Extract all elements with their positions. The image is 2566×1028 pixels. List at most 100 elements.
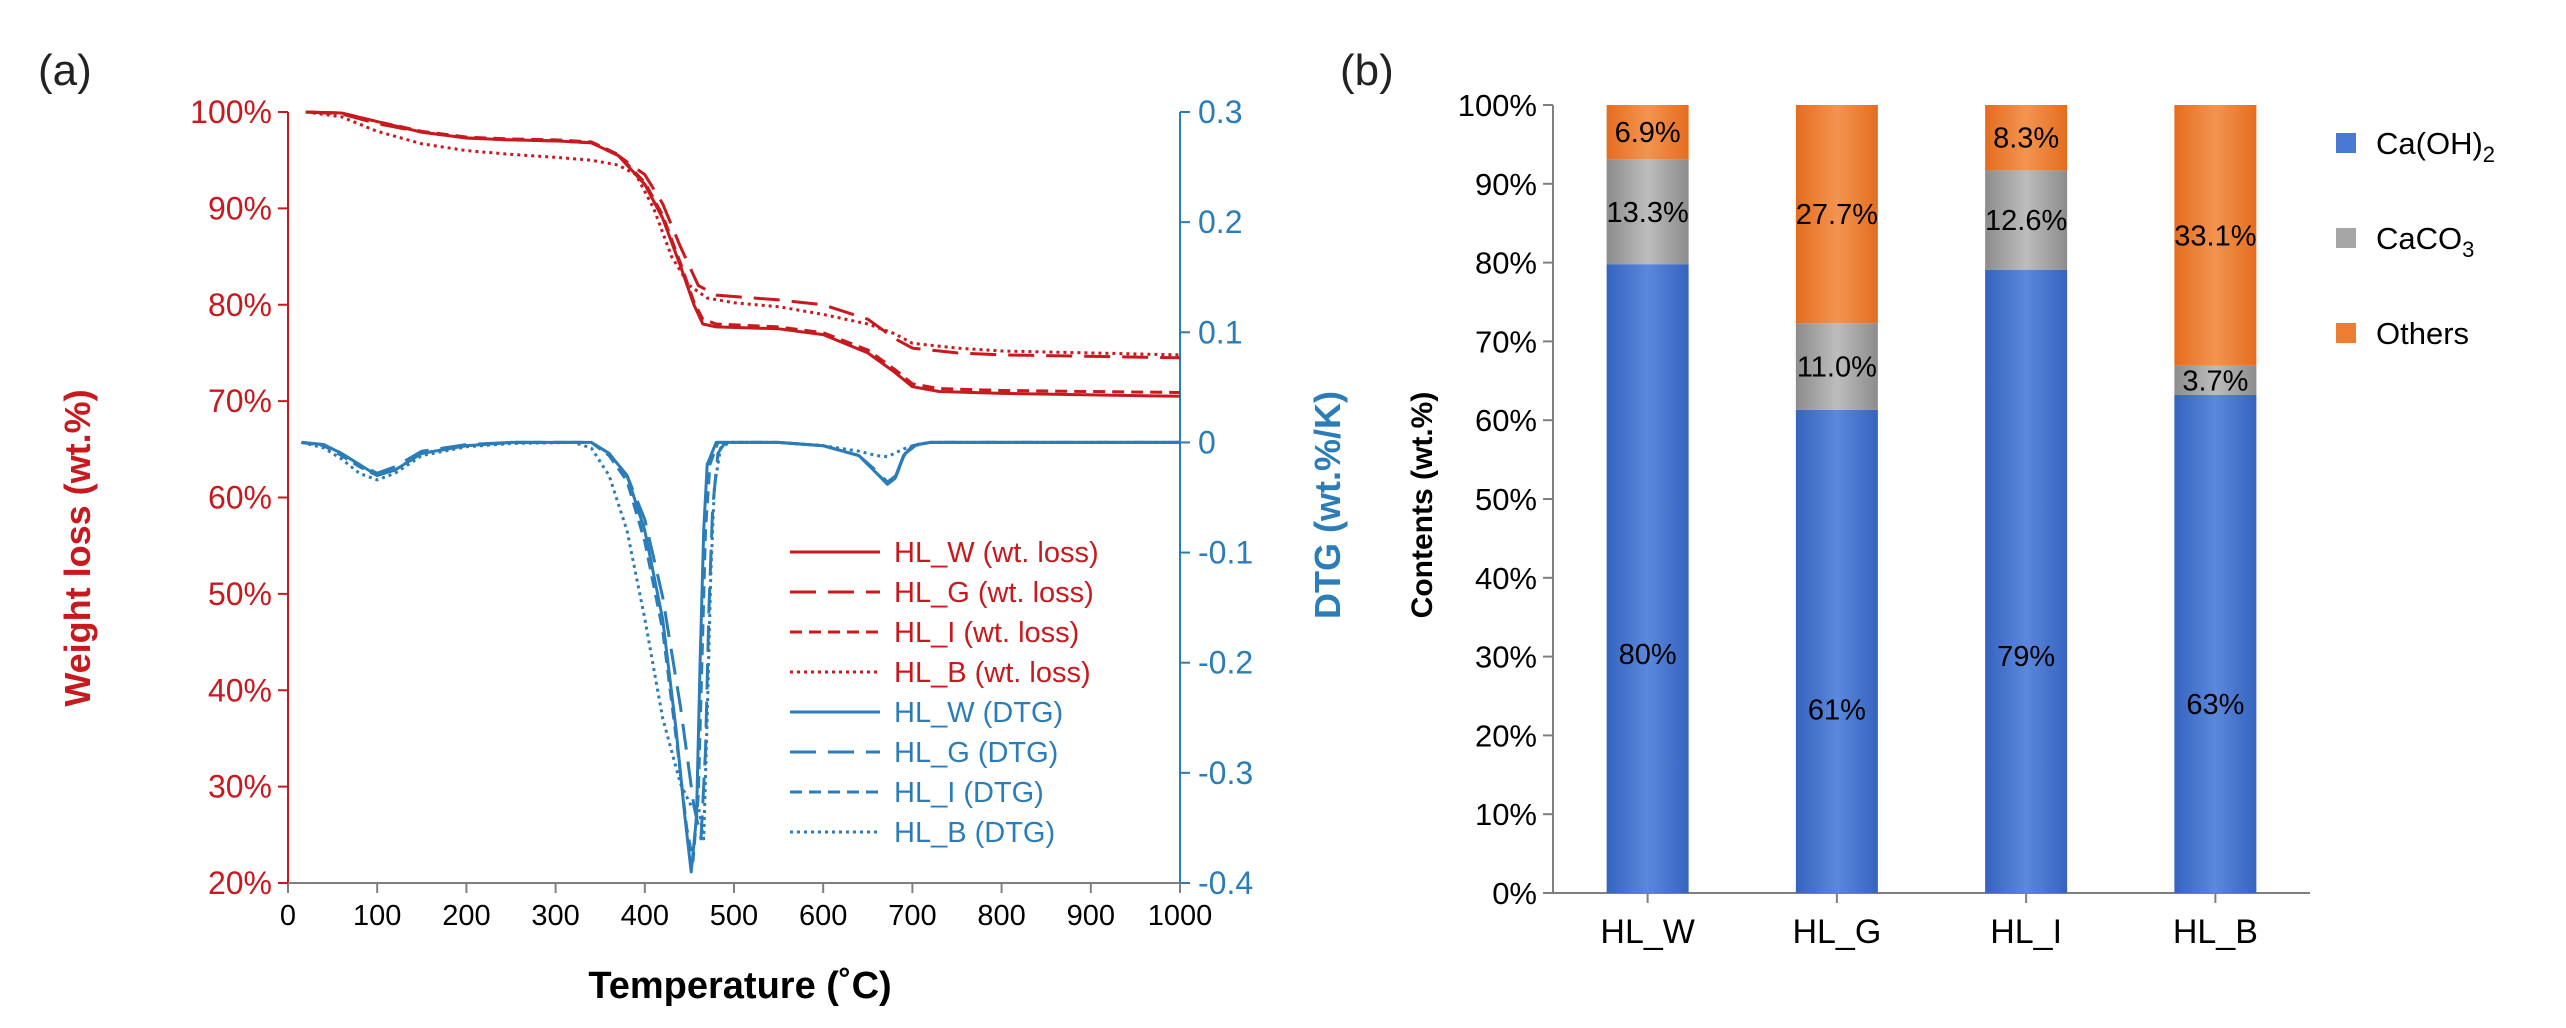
contents-tick-label: 90% (1475, 167, 1537, 202)
legend-label: HL_G (DTG) (894, 737, 1058, 769)
x-tick-label: 900 (1067, 900, 1115, 932)
legend-swatch-others (2336, 323, 2356, 343)
x-tick-label: 400 (621, 900, 669, 932)
bar-hl-g-caoh2 (1795, 409, 1878, 893)
panel-b: (b) 0% 10% 20% 30% 40% 50% 60% 70% 80% 90% 100% HL_… (1340, 46, 2495, 951)
legend-label: HL_W (DTG) (894, 697, 1063, 729)
series-hl-w-dtg (301, 440, 1180, 874)
x-tick-label: 1000 (1148, 900, 1213, 932)
category-label: HL_G (1792, 913, 1881, 951)
bar-hl-w-caoh2 (1606, 264, 1689, 893)
y-left-tick-label: 20% (208, 865, 272, 901)
panel-a-legend: HL_W (wt. loss) HL_G (wt. loss) HL_I (wt. … (790, 537, 1099, 849)
contents-tick-label: 60% (1475, 403, 1537, 438)
bar-data-label: 8.3% (1993, 123, 2059, 155)
legend-label: HL_W (wt. loss) (894, 537, 1099, 569)
category-label: HL_B (2173, 913, 2258, 951)
y-left-axis-title: Weight loss (wt.%) (57, 389, 98, 706)
category-label: HL_I (1990, 913, 2062, 951)
y-right-tick-label: -0.2 (1198, 645, 1253, 681)
bar-hl-i-others (1985, 105, 2068, 171)
series-hl-w-wt-loss (305, 110, 1181, 398)
x-tick-label: 600 (799, 900, 847, 932)
series-hl-b-wt-loss (305, 110, 1181, 357)
contents-tick-label: 100% (1458, 88, 1537, 123)
panel-b-legend: Ca(OH)2 CaCO3 Others (2336, 126, 2495, 351)
x-tick-label: 300 (531, 900, 579, 932)
y-right-tick-label: -0.3 (1198, 755, 1253, 791)
legend-label: HL_G (wt. loss) (894, 577, 1094, 609)
contents-tick-label: 30% (1475, 640, 1537, 675)
bar-data-label: 61% (1808, 694, 1866, 726)
y-left-tick-label: 80% (208, 287, 272, 323)
series-hl-i-dtg (301, 440, 1180, 863)
x-tick-label: 700 (888, 900, 936, 932)
y-left-tick-label: 100% (190, 94, 272, 130)
bar-hl-b-others (2174, 105, 2257, 366)
legend-label-caco3: CaCO3 (2376, 221, 2474, 262)
panel-a-axes: 0 100 200 300 400 500 600 700 800 900 1000 20% 30% 40… (190, 94, 1253, 932)
x-tick-label: 800 (977, 900, 1025, 932)
legend-swatch-caoh2 (2336, 133, 2356, 153)
y-left-tick-label: 40% (208, 672, 272, 708)
legend-label: HL_B (wt. loss) (894, 657, 1091, 689)
panel-a-label: (a) (38, 46, 92, 95)
legend-label-others: Others (2376, 316, 2469, 351)
bar-hl-b-caco3 (2174, 365, 2257, 395)
legend-label: HL_I (wt. loss) (894, 617, 1079, 649)
series-hl-b-dtg (301, 440, 1180, 841)
bar-data-label: 80% (1619, 639, 1677, 671)
y-right-tick-label: -0.4 (1198, 865, 1253, 901)
y-left-tick-label: 30% (208, 769, 272, 805)
bar-data-label: 27.7% (1796, 199, 1878, 231)
contents-tick-label: 70% (1475, 324, 1537, 359)
bar-hl-i-caco3 (1985, 170, 2068, 270)
panel-a-series (301, 110, 1181, 874)
contents-tick-label: 80% (1475, 246, 1537, 281)
category-label: HL_W (1600, 913, 1694, 951)
contents-axis-title: Contents (wt.%) (1406, 392, 1439, 619)
contents-tick-label: 40% (1475, 561, 1537, 596)
panel-b-label: (b) (1340, 46, 1394, 95)
bar-data-label: 79% (1997, 641, 2055, 673)
bar-hl-g-caco3 (1795, 323, 1878, 410)
legend-label-caoh2: Ca(OH)2 (2376, 126, 2495, 167)
bar-hl-w-others (1606, 105, 1689, 160)
bar-data-label: 12.6% (1985, 205, 2067, 237)
bar-data-label: 13.3% (1607, 197, 1689, 229)
bar-hl-b-caoh2 (2174, 394, 2257, 893)
y-right-tick-label: -0.1 (1198, 535, 1253, 571)
y-left-tick-label: 70% (208, 383, 272, 419)
contents-tick-label: 50% (1475, 482, 1537, 517)
x-tick-label: 500 (710, 900, 758, 932)
y-left-tick-label: 90% (208, 190, 272, 226)
x-tick-label: 200 (442, 900, 490, 932)
y-left-tick-label: 50% (208, 576, 272, 612)
bar-data-label: 6.9% (1615, 117, 1681, 149)
panel-b-bars: 80% 13.3% 6.9% 61% 11.0% 27.7% 79% 12.6% 8.3% 63%… (1606, 105, 2257, 893)
bar-data-label: 3.7% (2182, 365, 2248, 397)
y-right-tick-label: 0.3 (1198, 94, 1242, 130)
bar-data-label: 33.1% (2174, 220, 2256, 252)
contents-tick-label: 20% (1475, 718, 1537, 753)
y-right-tick-label: 0 (1198, 424, 1216, 460)
y-left-tick-label: 60% (208, 480, 272, 516)
legend-label: HL_B (DTG) (894, 817, 1055, 849)
bar-hl-g-others (1795, 105, 1878, 324)
legend-swatch-caco3 (2336, 228, 2356, 248)
bar-hl-w-caco3 (1606, 159, 1689, 265)
x-tick-label: 0 (280, 900, 296, 932)
y-right-axis-title: DTG (wt.%/K) (1307, 391, 1348, 619)
panel-b-axes: 0% 10% 20% 30% 40% 50% 60% 70% 80% 90% 100% HL_W HL_… (1458, 88, 2310, 951)
bar-data-label: 63% (2186, 689, 2244, 721)
y-right-tick-label: 0.2 (1198, 204, 1242, 240)
contents-tick-label: 10% (1475, 797, 1537, 832)
x-tick-label: 100 (353, 900, 401, 932)
bar-data-label: 11.0% (1797, 352, 1877, 384)
bar-hl-i-caoh2 (1985, 269, 2068, 893)
y-right-tick-label: 0.1 (1198, 314, 1242, 350)
series-hl-i-wt-loss (305, 110, 1181, 394)
panel-a: (a) 0 100 200 300 400 500 600 700 800 900 1000 20% 3… (38, 46, 1348, 1007)
x-axis-title: Temperature (˚C) (588, 965, 891, 1007)
